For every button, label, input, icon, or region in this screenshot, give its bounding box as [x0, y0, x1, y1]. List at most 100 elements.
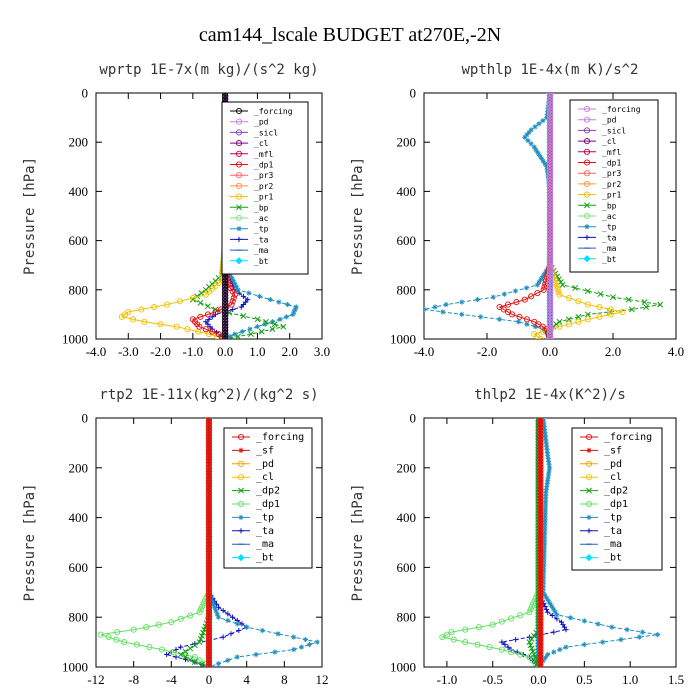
data-point — [546, 271, 554, 278]
data-point — [546, 171, 554, 179]
data-point — [572, 285, 579, 291]
data-point — [546, 458, 552, 465]
data-point — [537, 505, 544, 512]
data-point — [521, 296, 528, 303]
data-point — [537, 486, 544, 493]
data-point — [191, 642, 198, 649]
y-tick-label: 0 — [82, 411, 89, 426]
data-point — [205, 464, 213, 471]
data-point — [205, 639, 213, 646]
legend-marker — [584, 234, 590, 240]
data-point — [206, 316, 212, 322]
figure-title: cam144_lscale BUDGET at270E,-2N — [199, 24, 501, 46]
data-point — [222, 93, 229, 97]
data-point — [541, 565, 547, 571]
y-tick-label: 200 — [69, 460, 89, 475]
y-tick-label: 200 — [69, 135, 89, 150]
data-point — [284, 301, 291, 308]
data-point — [657, 301, 664, 308]
data-point — [541, 556, 547, 562]
data-point — [118, 313, 125, 320]
data-point — [448, 629, 455, 636]
data-point — [234, 621, 240, 627]
data-point — [291, 309, 297, 315]
data-point — [205, 651, 213, 658]
data-point — [537, 492, 544, 499]
data-point — [537, 660, 544, 667]
data-point — [239, 329, 245, 335]
data-point — [527, 642, 534, 649]
data-point — [475, 624, 483, 631]
data-point — [275, 631, 281, 637]
data-point — [546, 292, 554, 299]
data-point — [291, 634, 297, 640]
data-point — [610, 294, 616, 301]
data-point — [546, 227, 554, 234]
legend-entry: _cl — [254, 139, 269, 148]
legend-marker — [585, 433, 593, 441]
x-tick-label: 2.0 — [282, 344, 298, 359]
y-tick-label: 800 — [397, 282, 417, 297]
data-point — [537, 595, 544, 602]
data-point — [540, 574, 547, 580]
data-point — [205, 576, 213, 583]
data-point — [541, 571, 547, 577]
series-line — [500, 418, 567, 667]
data-point — [200, 629, 207, 636]
legend-marker — [586, 528, 592, 534]
data-point — [541, 421, 547, 427]
data-point — [537, 152, 543, 159]
data-point — [459, 299, 465, 305]
y-tick-label: 0 — [410, 411, 417, 426]
data-point — [205, 595, 213, 602]
data-point — [546, 251, 554, 258]
data-point — [228, 631, 234, 637]
data-point — [543, 441, 549, 447]
data-point — [544, 480, 550, 486]
data-point — [540, 418, 547, 424]
data-point — [584, 311, 591, 318]
data-point — [229, 298, 236, 305]
data-point — [543, 326, 550, 333]
data-point — [545, 452, 551, 458]
data-point — [290, 311, 296, 317]
legend-entry: _forcing — [602, 105, 641, 114]
legend-marker — [584, 224, 590, 230]
data-point — [232, 281, 238, 287]
data-point — [546, 309, 554, 316]
data-point — [546, 265, 554, 272]
legend-marker — [235, 214, 243, 222]
data-point — [528, 127, 534, 133]
data-point — [546, 110, 554, 117]
legend-marker — [583, 191, 591, 198]
data-point — [542, 435, 549, 441]
data-point — [537, 611, 544, 618]
data-point — [551, 649, 557, 655]
data-point — [222, 280, 229, 287]
data-point — [146, 644, 153, 651]
data-point — [222, 283, 229, 290]
y-axis-label: Pressure [hPa] — [350, 483, 366, 601]
data-point — [204, 303, 211, 310]
data-point — [524, 321, 530, 327]
data-point — [508, 615, 515, 622]
legend-marker — [583, 180, 591, 187]
data-point — [205, 561, 213, 568]
data-point — [537, 464, 544, 471]
data-point — [537, 651, 544, 658]
data-point — [232, 331, 238, 337]
data-point — [546, 207, 554, 214]
data-point — [537, 623, 544, 630]
data-point — [225, 617, 231, 624]
data-point — [546, 107, 554, 114]
data-point — [545, 609, 551, 615]
legend-box — [221, 101, 309, 275]
data-point — [541, 553, 547, 559]
y-tick-label: 600 — [69, 233, 89, 248]
data-point — [609, 624, 615, 630]
data-point — [541, 559, 547, 565]
data-point — [205, 614, 213, 621]
data-point — [168, 619, 175, 626]
data-point — [502, 641, 508, 648]
x-tick-label: 8 — [281, 672, 288, 687]
